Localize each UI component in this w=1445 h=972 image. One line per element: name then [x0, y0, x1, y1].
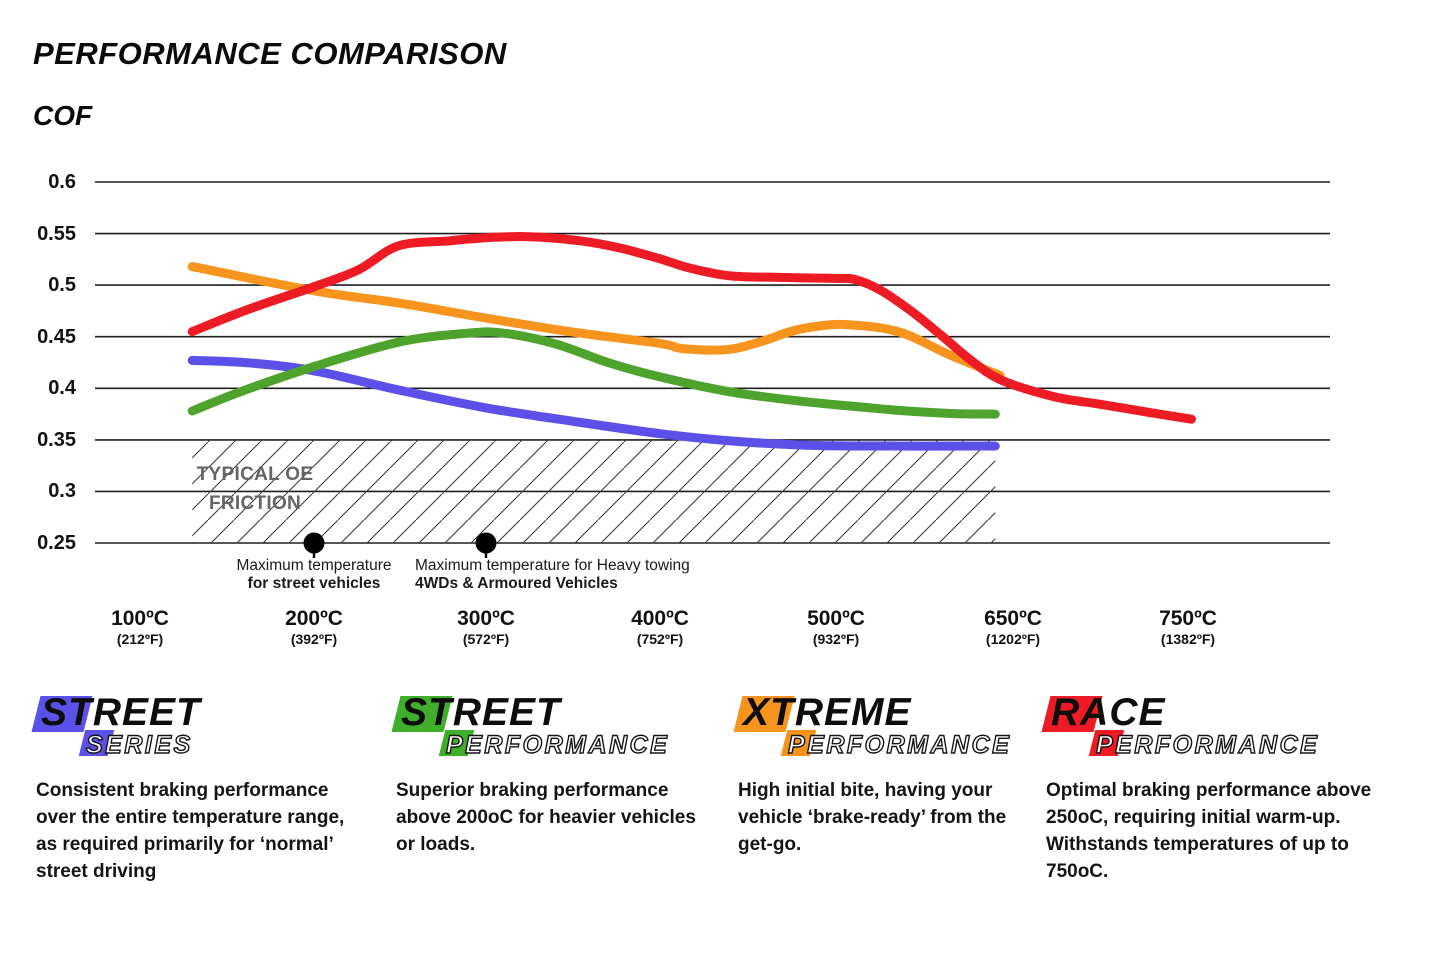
x-tick-label: 100ºC (212ºF)	[52, 607, 228, 647]
x-tick-fahrenheit: (1202ºF)	[985, 631, 1041, 647]
annotation-dot	[475, 532, 497, 554]
typical-oe-friction-line1: TYPICAL OE	[196, 464, 314, 485]
legend-description: High initial bite, having your vehicle ‘…	[738, 780, 1007, 855]
x-tick-fahrenheit: (752ºF)	[636, 631, 684, 647]
typical-oe-friction-label: TYPICAL OE FRICTION	[192, 460, 318, 518]
y-tick-label: 0.6	[48, 171, 76, 193]
logo-word2: PERFORMANCE	[787, 730, 1012, 759]
annotation-max-temp-heavy-towing: Maximum temperature for Heavy towing 4WD…	[415, 557, 735, 593]
x-tick-fahrenheit: (932ºF)	[812, 631, 860, 647]
x-tick-label: 500ºC (932ºF)	[748, 607, 924, 647]
logo-word1: STREET	[41, 691, 201, 734]
y-tick-label: 0.45	[37, 325, 76, 348]
y-tick-label: 0.3	[48, 480, 76, 503]
legend-description: Consistent braking performance over the …	[36, 780, 345, 882]
series-line-street-performance	[187, 327, 1000, 419]
page-title: PERFORMANCE COMPARISON	[33, 36, 507, 71]
x-tick-celsius: 200ºC	[285, 607, 343, 630]
legend-xtreme-performance: XTREME PERFORMANCE High initial bite, ha…	[733, 691, 1016, 858]
logo-word1: RACE	[1051, 691, 1166, 734]
series-line-xtreme-performance	[187, 262, 1005, 380]
annotation-line: Maximum temperature for Heavy towing	[415, 557, 690, 574]
typical-oe-friction-line2: FRICTION	[208, 493, 302, 514]
logo-word2: PERFORMANCE	[445, 730, 670, 759]
x-tick-fahrenheit: (1382ºF)	[1160, 631, 1216, 647]
x-tick-celsius: 100ºC	[111, 607, 169, 630]
typical-oe-friction-band	[192, 439, 996, 543]
xtreme-performance-logo: XTREME PERFORMANCE	[733, 691, 1016, 767]
y-tick-label: 0.35	[37, 428, 76, 451]
x-tick-label: 650ºC (1202ºF)	[925, 607, 1101, 647]
series-line-race-performance	[187, 232, 1196, 424]
x-tick-fahrenheit: (572ºF)	[462, 631, 510, 647]
performance-chart	[95, 181, 1330, 558]
race-performance-logo: RACE PERFORMANCE	[1041, 691, 1376, 767]
x-tick-celsius: 500ºC	[807, 607, 865, 630]
y-tick-label: 0.25	[37, 532, 76, 554]
x-tick-label: 400ºC (752ºF)	[572, 607, 748, 647]
y-tick-label: 0.5	[48, 274, 76, 297]
x-tick-label: 750ºC (1382ºF)	[1100, 607, 1276, 647]
x-tick-celsius: 400ºC	[631, 607, 689, 630]
annotation-line: Maximum temperature	[236, 557, 392, 574]
legend-description: Optimal braking performance above 250oC,…	[1046, 780, 1372, 882]
x-tick-fahrenheit: (212ºF)	[116, 631, 164, 647]
y-tick-label: 0.4	[48, 377, 76, 400]
y-tick-label: 0.55	[37, 222, 76, 245]
street-performance-logo: STREET PERFORMANCE	[391, 691, 718, 767]
x-tick-celsius: 750ºC	[1159, 607, 1217, 630]
annotation-line-bold: for street vehicles	[247, 575, 381, 592]
logo-word2: SERIES	[85, 730, 193, 759]
x-tick-celsius: 650ºC	[984, 607, 1042, 630]
annotation-dot	[303, 532, 325, 554]
street-series-logo: STREET SERIES	[31, 691, 368, 767]
logo-word1: STREET	[401, 691, 561, 734]
x-tick-fahrenheit: (392ºF)	[290, 631, 338, 647]
x-tick-label: 200ºC (392ºF)	[226, 607, 402, 647]
annotation-line-bold: 4WDs & Armoured Vehicles	[415, 575, 618, 592]
legend-race-performance: RACE PERFORMANCE Optimal braking perform…	[1041, 691, 1376, 885]
legend-street-series: STREET SERIES Consistent braking perform…	[31, 691, 368, 885]
x-tick-celsius: 300ºC	[457, 607, 515, 630]
annotation-max-temp-street: Maximum temperature for street vehicles	[194, 557, 434, 593]
series-line-street-series	[187, 355, 1000, 451]
y-axis-title: COF	[33, 100, 93, 131]
logo-word1: XTREME	[743, 691, 912, 734]
legend-description: Superior braking performance above 200oC…	[396, 780, 696, 855]
x-tick-label: 300ºC (572ºF)	[398, 607, 574, 647]
logo-word2: PERFORMANCE	[1095, 730, 1320, 759]
legend-street-performance: STREET PERFORMANCE Superior braking perf…	[391, 691, 718, 858]
